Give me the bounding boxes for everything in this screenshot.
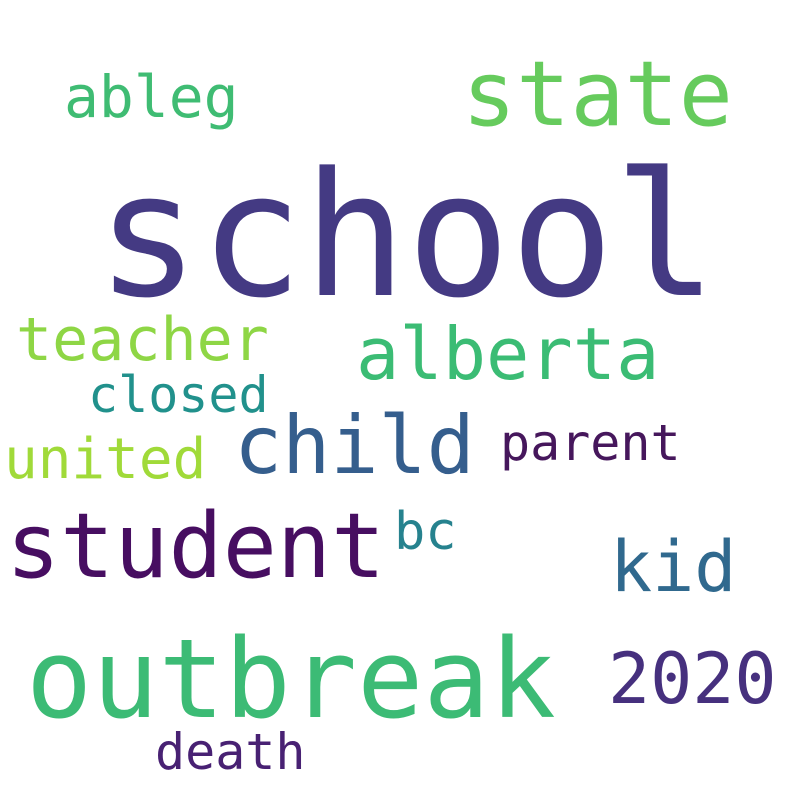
word-death: death (155, 723, 306, 781)
word-2020: 2020 (608, 638, 777, 720)
word-school: school (96, 135, 718, 336)
word-united: united (4, 427, 207, 492)
word-child: child (234, 399, 475, 492)
word-closed: closed (88, 366, 269, 424)
word-student: student (6, 494, 386, 599)
word-alberta: alberta (356, 312, 660, 396)
word-teacher: teacher (16, 305, 269, 375)
word-bc: bc (394, 502, 457, 562)
word-ableg: ableg (64, 63, 239, 131)
word-parent: parent (500, 414, 681, 472)
word-kid: kid (610, 526, 737, 608)
word-outbreak: outbreak (26, 615, 556, 743)
word-state: state (462, 42, 733, 147)
